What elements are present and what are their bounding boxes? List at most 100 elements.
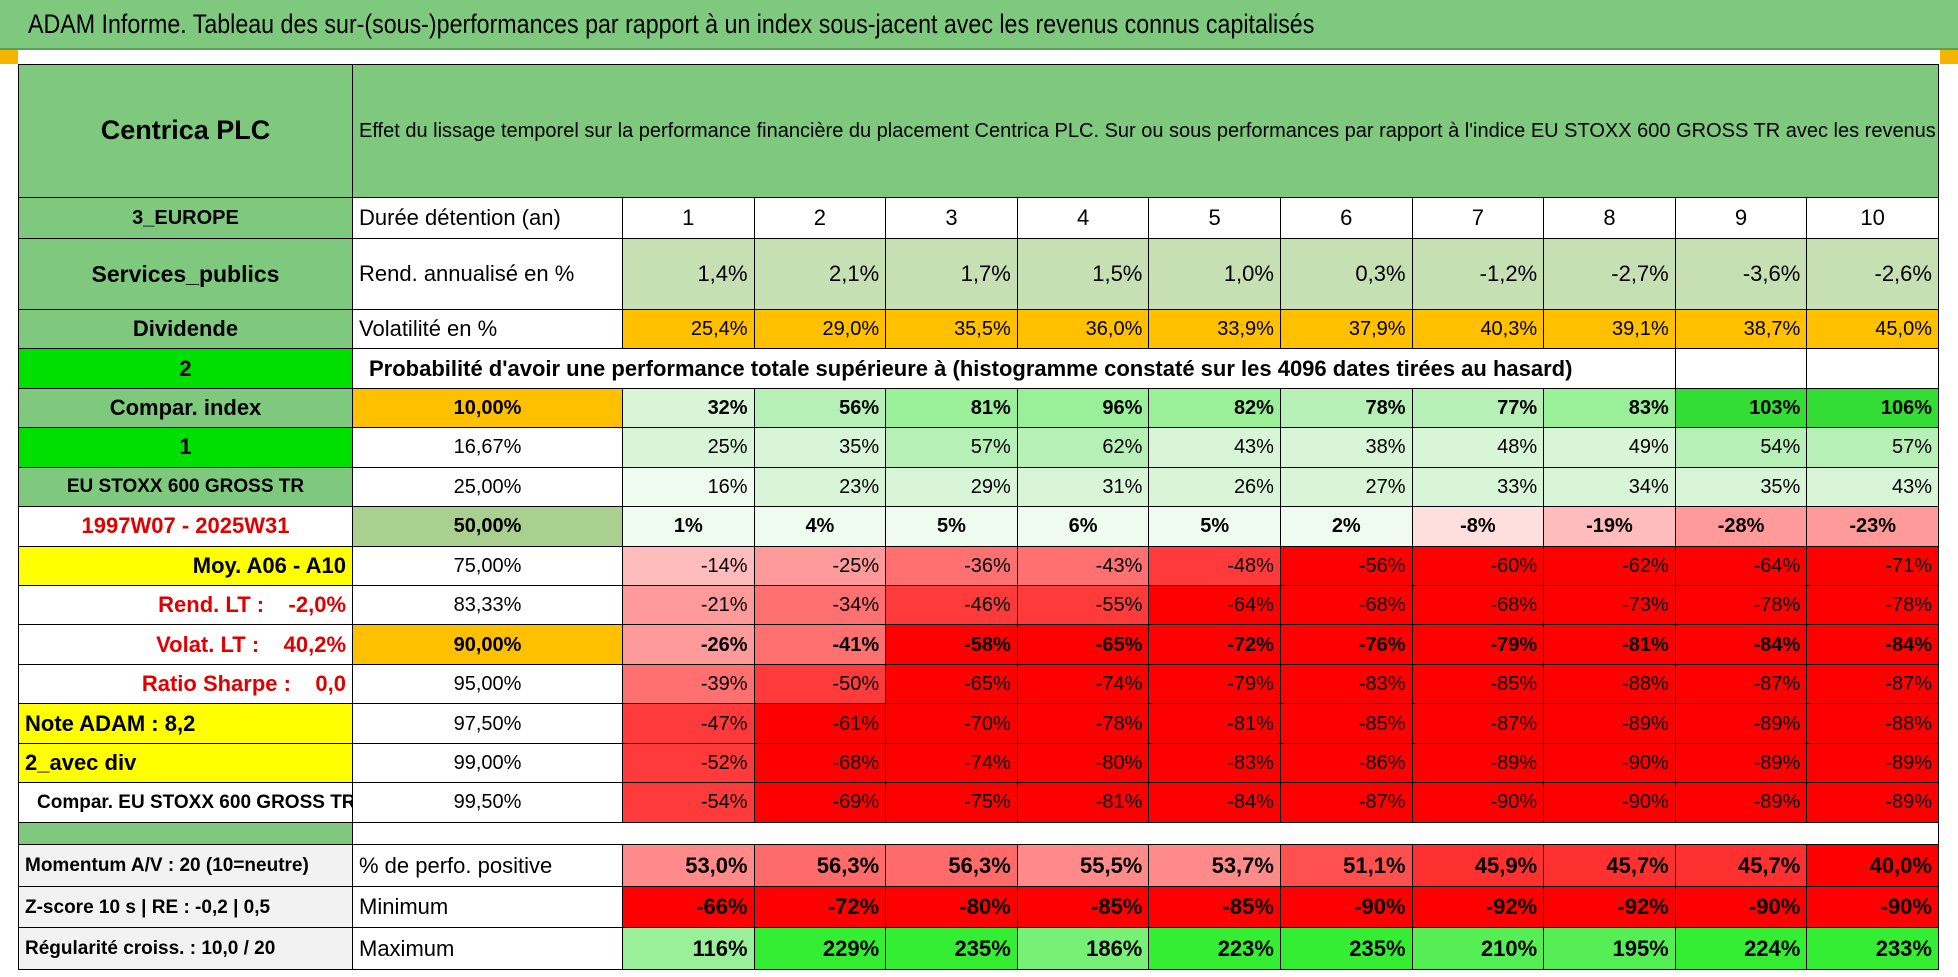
quantile-row: Ratio Sharpe : 0,0 95,00% -39% -50% -65% -7… xyxy=(18,663,1939,705)
prob-cell: -21% xyxy=(622,584,755,626)
quantile-row: Compar. index 10,00% 32% 56% 81% 96% 82% 78% 7… xyxy=(18,387,1939,429)
min-cell: -85% xyxy=(1148,885,1281,929)
prob-cell: -84% xyxy=(1806,624,1939,665)
min-cell: -85% xyxy=(1016,885,1150,929)
prob-cell: 35% xyxy=(753,427,887,468)
prob-cell: -68% xyxy=(1279,584,1413,626)
pos-cell: 53,7% xyxy=(1148,844,1281,887)
rend-cell: 1,7% xyxy=(885,238,1018,310)
prob-cell: -87% xyxy=(1279,782,1413,823)
pos-cell: 45,7% xyxy=(1543,844,1676,887)
prob-cell: 78% xyxy=(1279,387,1413,429)
prob-cell: -76% xyxy=(1279,624,1413,665)
prob-cell: -74% xyxy=(1016,663,1150,705)
prob-cell: -34% xyxy=(753,584,887,626)
prob-cell: -65% xyxy=(1016,624,1150,665)
prob-cell: 62% xyxy=(1016,427,1150,468)
prob-cell: 6% xyxy=(1016,506,1150,547)
vol-cell: 25,4% xyxy=(622,308,755,350)
prob-cell: -80% xyxy=(1016,742,1150,784)
moy-label: Moy. A06 - A10 xyxy=(18,545,353,586)
prob-cell: 27% xyxy=(1279,466,1413,508)
year-cell: 1 xyxy=(622,196,755,240)
pos-cell: 45,9% xyxy=(1411,844,1545,887)
year-cell: 2 xyxy=(753,196,887,240)
prob-cell: -78% xyxy=(1016,703,1150,744)
prob-cell: -8% xyxy=(1411,506,1545,547)
empty-cell xyxy=(1806,348,1939,389)
prob-title: Probabilité d'avoir une performance tota… xyxy=(352,348,1676,389)
prob-cell: 48% xyxy=(1411,427,1545,468)
pos-cell: 40,0% xyxy=(1806,844,1939,887)
prob-cell: -84% xyxy=(1674,624,1808,665)
prob-cell: -52% xyxy=(622,742,755,784)
prob-cell: -83% xyxy=(1148,742,1281,784)
prob-cell: 77% xyxy=(1411,387,1545,429)
compar-eu-label: Compar. EU STOXX 600 GROSS TR xyxy=(18,782,353,823)
prob-cell: -85% xyxy=(1279,703,1413,744)
dividend-label: Dividende xyxy=(18,308,353,350)
prob-cell: -87% xyxy=(1674,663,1808,705)
prob-cell: 16% xyxy=(622,466,755,508)
zscore-label: Z-score 10 s | RE : -0,2 | 0,5 xyxy=(18,885,353,929)
quantile-label: 25,00% xyxy=(352,466,623,508)
momentum-label: Momentum A/V : 20 (10=neutre) xyxy=(18,844,353,887)
compar-index-label: Compar. index xyxy=(18,387,353,429)
prob-cell: 25% xyxy=(622,427,755,468)
prob-cell: 29% xyxy=(885,466,1018,508)
quantile-row: Rend. LT : -2,0% 83,33% -21% -34% -46% -55%… xyxy=(18,584,1939,626)
prob-cell: -72% xyxy=(1148,624,1281,665)
header-row: Centrica PLC Effet du lissage temporel s… xyxy=(18,64,1939,198)
min-label: Minimum xyxy=(352,885,623,929)
quantile-label: 99,00% xyxy=(352,742,623,784)
prob-cell: -74% xyxy=(885,742,1018,784)
max-cell: 224% xyxy=(1674,927,1808,970)
prob-cell: -60% xyxy=(1411,545,1545,586)
max-cell: 116% xyxy=(622,927,755,970)
prob-cell: -14% xyxy=(622,545,755,586)
max-cell: 223% xyxy=(1148,927,1281,970)
period-label: 1997W07 - 2025W31 xyxy=(18,506,353,547)
min-cell: -66% xyxy=(622,885,755,929)
regularite-label: Régularité croiss. : 10,0 / 20 xyxy=(18,927,353,970)
prob-cell: -75% xyxy=(885,782,1018,823)
prob-cell: 31% xyxy=(1016,466,1150,508)
input-cell-2[interactable]: 2 xyxy=(18,348,353,389)
prob-cell: -70% xyxy=(885,703,1018,744)
prob-cell: -36% xyxy=(885,545,1018,586)
corner-marker-right xyxy=(1940,50,1958,64)
vol-cell: 35,5% xyxy=(885,308,1018,350)
prob-title-row: 2 Probabilité d'avoir une performance to… xyxy=(18,348,1939,389)
prob-cell: -87% xyxy=(1806,663,1939,705)
quantile-row: Moy. A06 - A10 75,00% -14% -25% -36% -43% -4… xyxy=(18,545,1939,586)
prob-cell: -54% xyxy=(622,782,755,823)
prob-cell: 43% xyxy=(1148,427,1281,468)
quantile-label: 99,50% xyxy=(352,782,623,823)
max-cell: 195% xyxy=(1543,927,1676,970)
min-cell: -80% xyxy=(885,885,1018,929)
prob-cell: -86% xyxy=(1279,742,1413,784)
company-name: Centrica PLC xyxy=(18,64,353,198)
prob-cell: 57% xyxy=(885,427,1018,468)
empty-cell xyxy=(1674,348,1808,389)
pos-cell: 56,3% xyxy=(753,844,887,887)
vol-cell: 38,7% xyxy=(1674,308,1808,350)
prob-cell: -50% xyxy=(753,663,887,705)
pos-cell: 56,3% xyxy=(885,844,1018,887)
quantile-label: 75,00% xyxy=(352,545,623,586)
input-cell-1[interactable]: 1 xyxy=(18,427,353,468)
prob-cell: -81% xyxy=(1148,703,1281,744)
header-description: Effet du lissage temporel sur la perform… xyxy=(352,64,1939,198)
prob-cell: -90% xyxy=(1411,782,1545,823)
pos-row: Momentum A/V : 20 (10=neutre) % de perfo… xyxy=(18,844,1939,887)
prob-cell: -61% xyxy=(753,703,887,744)
prob-cell: 106% xyxy=(1806,387,1939,429)
prob-cell: 33% xyxy=(1411,466,1545,508)
pos-cell: 55,5% xyxy=(1016,844,1150,887)
years-row: 3_EUROPE Durée détention (an) 1 2 3 4 5 … xyxy=(18,196,1939,240)
rend-cell: 0,3% xyxy=(1279,238,1413,310)
prob-cell: -89% xyxy=(1411,742,1545,784)
prob-cell: -19% xyxy=(1543,506,1676,547)
rend-cell: 1,0% xyxy=(1148,238,1281,310)
vol-cell: 36,0% xyxy=(1016,308,1150,350)
